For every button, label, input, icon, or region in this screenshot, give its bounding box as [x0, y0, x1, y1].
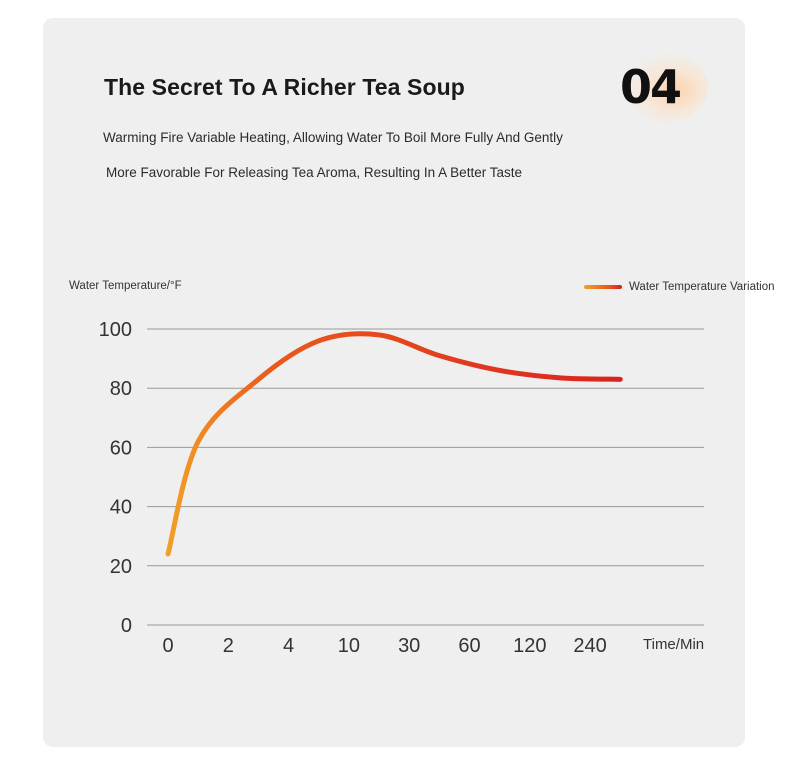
y-tick-label: 20	[110, 556, 132, 578]
x-tick-label: 4	[283, 635, 294, 657]
y-axis-label: Water Temperature/°F	[69, 280, 182, 292]
y-tick-label: 60	[110, 437, 132, 459]
y-tick-label: 100	[99, 319, 132, 341]
legend-swatch	[584, 285, 622, 289]
page-title: The Secret To A Richer Tea Soup	[104, 74, 465, 100]
series-line-water-temperature	[165, 331, 623, 557]
legend-label: Water Temperature Variation	[629, 281, 775, 293]
section-number: 04	[620, 60, 682, 114]
y-tick-label: 80	[110, 378, 132, 400]
x-tick-label: 2	[223, 635, 234, 657]
x-tick-label: 240	[573, 635, 606, 657]
x-tick-label: 0	[162, 635, 173, 657]
section-number-glow	[624, 52, 708, 122]
x-tick-label: 120	[513, 635, 546, 657]
x-tick-label: 60	[458, 635, 480, 657]
subtitle-line-2: More Favorable For Releasing Tea Aroma, …	[106, 165, 522, 180]
y-tick-label: 40	[110, 497, 132, 519]
x-axis-label: Time/Min	[643, 636, 704, 653]
y-tick-label: 0	[121, 615, 132, 637]
x-tick-label: 10	[338, 635, 360, 657]
chart-legend: Water Temperature Variation	[584, 279, 775, 295]
subtitle-line-1: Warming Fire Variable Heating, Allowing …	[103, 130, 563, 145]
x-tick-label: 30	[398, 635, 420, 657]
